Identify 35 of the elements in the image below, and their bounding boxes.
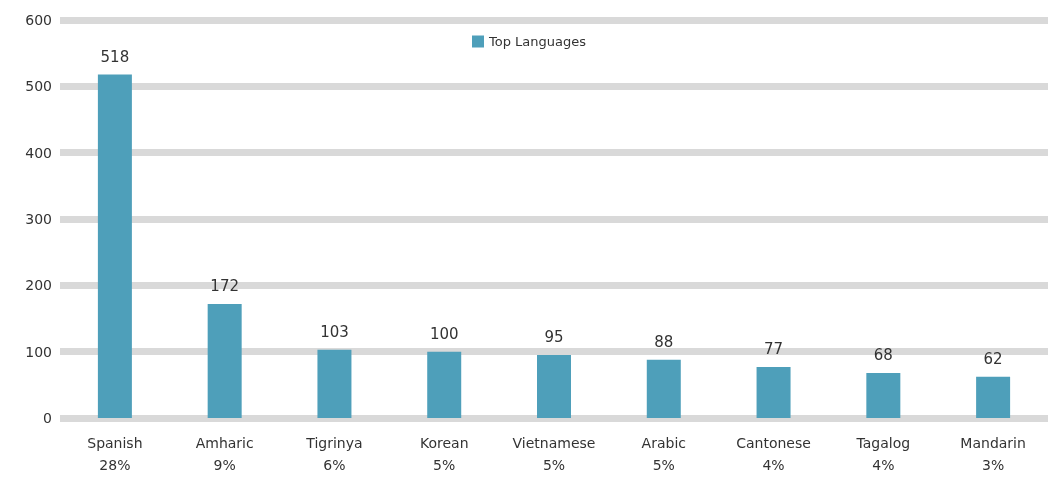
bar (537, 354, 571, 418)
bar (207, 303, 242, 418)
x-tick-label: Amharic 9% (195, 435, 254, 473)
data-label: 88 (654, 333, 674, 352)
x-tick-label: Tagalog 4% (855, 435, 911, 473)
y-tick-label: 100 (25, 343, 52, 360)
x-tick-label: Vietnamese 5% (512, 435, 596, 473)
y-tick-label: 0 (43, 410, 52, 426)
data-label: 68 (873, 346, 893, 365)
bar (976, 376, 1011, 418)
x-tick-label: Cantonese 4% (736, 435, 811, 473)
x-tick-label: Korean 5% (419, 435, 469, 473)
x-tick-label: Spanish 28% (87, 435, 143, 473)
bar (756, 366, 791, 418)
y-tick-label: 500 (25, 78, 52, 95)
y-tick-label: 400 (25, 144, 52, 161)
data-label: 95 (544, 328, 564, 347)
data-label: 62 (983, 350, 1003, 369)
bar (866, 372, 901, 418)
x-tick-label: Arabic 5% (641, 435, 686, 473)
bar (646, 359, 681, 418)
legend-label: Top Languages (488, 34, 587, 49)
data-label: 518 (100, 47, 130, 66)
bar (97, 74, 132, 418)
y-tick-label: 200 (25, 277, 52, 294)
x-tick-label: Tigrinya 6% (305, 435, 363, 473)
bar (427, 351, 462, 418)
y-tick-label: 300 (25, 211, 52, 227)
data-label: 100 (429, 325, 459, 344)
data-label: 103 (320, 323, 349, 342)
data-label: 172 (210, 277, 239, 296)
x-tick-label: Mandarin 3% (960, 435, 1026, 473)
data-label: 77 (764, 340, 784, 359)
y-tick-label: 600 (25, 12, 52, 28)
bar (317, 349, 352, 418)
